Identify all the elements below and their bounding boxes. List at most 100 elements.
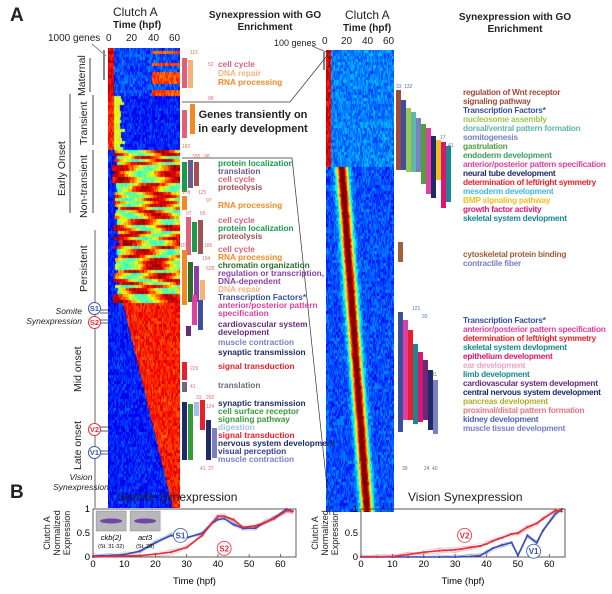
go-group-bar — [192, 295, 197, 325]
series-v2-point — [479, 544, 482, 548]
bar-count: 124 — [206, 404, 215, 410]
bar-count: 52 — [208, 62, 214, 68]
go-group-bar — [188, 60, 193, 88]
series-s2-point — [107, 555, 110, 558]
series-s2-point — [232, 518, 235, 521]
go-group-bar — [411, 112, 416, 172]
go-term-label: determination of left/right symmetry — [463, 333, 596, 343]
right-heatmap-xlabel: Time (hpf) — [343, 23, 392, 34]
go-term-label: cell cycle — [218, 215, 255, 225]
go-group-bar — [406, 108, 411, 172]
series-label: S2 — [219, 544, 229, 553]
go-group-bar — [188, 404, 193, 460]
x-tick-label: 40 — [213, 559, 224, 570]
go-group-bar — [421, 124, 426, 184]
series-s2-point — [291, 510, 294, 513]
go-group-bar — [446, 146, 451, 202]
go-term-label: specification — [218, 308, 269, 318]
series-v1-point — [491, 547, 494, 550]
tick: 60 — [169, 33, 181, 44]
go-term-label: skeletal system devlopment — [463, 213, 567, 223]
x-tick-label: 0 — [90, 559, 95, 570]
go-group-bar — [398, 242, 403, 262]
series-s2-point — [273, 517, 276, 520]
go-term-label: Transcription Factors* — [463, 105, 546, 115]
left-heatmap — [108, 48, 180, 508]
bar-count: 41 — [190, 384, 196, 390]
series-s1-point — [216, 518, 220, 521]
go-term-label: epithelium development — [463, 351, 553, 361]
series-v2-point — [554, 509, 557, 512]
series-v1-point — [422, 555, 425, 559]
x-tick-label: 20 — [418, 559, 429, 570]
go-term-label: nucleosome assembly — [463, 114, 547, 124]
y-tick-label: 1 — [353, 504, 358, 515]
go-term-label: anterior/posterior pattern specification — [463, 324, 606, 334]
marker-v2: V2 — [88, 423, 101, 436]
x-tick-label: 30 — [181, 559, 192, 570]
bar-count: 98 — [208, 96, 214, 102]
series-v1-point — [501, 543, 504, 547]
tick: 20 — [126, 33, 138, 44]
series-marker — [526, 543, 542, 559]
go-term-label: anterior/posterior pattern specification — [463, 159, 606, 169]
bar-count: 41 — [448, 143, 454, 149]
member-trace — [92, 512, 293, 558]
embryo-stain — [134, 518, 157, 524]
go-term-label: muscle contraction — [218, 337, 295, 347]
go-term-label: cardiovascular system — [218, 319, 308, 329]
tick: 0 — [106, 33, 112, 44]
go-group-bar — [401, 100, 406, 170]
bar-count: 39 — [402, 466, 408, 472]
series-s2-point — [123, 554, 126, 558]
bar-count: 182 — [182, 144, 191, 150]
go-term-label: dorsal/ventral pattern formation — [463, 123, 581, 133]
series-v2-point — [422, 551, 425, 554]
series-v1-point — [510, 541, 513, 544]
go-group-bar — [194, 162, 199, 186]
y-tick-label: 1 — [85, 504, 90, 515]
go-group-bar — [398, 312, 403, 432]
x-tick-label: 30 — [450, 559, 461, 570]
inset-gene-label: ckb(2) — [101, 533, 122, 542]
go-term-label: pancreas development — [463, 396, 548, 406]
series-s2-point — [223, 515, 226, 518]
member-trace — [360, 510, 562, 558]
bar-count: 40 — [432, 466, 438, 472]
go-group-bar — [194, 402, 199, 416]
series-v2-point — [485, 542, 488, 546]
marker-v1: V1 — [88, 446, 101, 459]
go-term-label: synaptic transmission — [218, 347, 306, 357]
x-tick-label: 10 — [119, 559, 130, 570]
series-v1-point — [541, 529, 545, 532]
go-group-bar — [413, 344, 418, 424]
series-s2-point — [241, 526, 245, 529]
bar-count: 335 — [192, 154, 201, 160]
right-heatmap — [326, 50, 394, 512]
y-tick-label: 0 — [85, 552, 90, 563]
go-group-bar — [396, 90, 401, 170]
series-s2-point — [138, 554, 141, 557]
series-v2-point — [510, 532, 513, 536]
bar-count: 121 — [412, 306, 421, 312]
go-term-label: muscle tissue development — [463, 423, 566, 433]
go-group-bar — [186, 326, 191, 336]
panel-b-label: B — [10, 482, 24, 503]
tick: 20 — [341, 36, 353, 47]
vision-plot-title: Vision Synexpression — [408, 490, 523, 504]
go-term-label: translation — [218, 166, 261, 176]
bar-count: 115 — [180, 243, 188, 249]
go-group-bar — [436, 140, 441, 180]
bar-count: 93 — [422, 314, 428, 320]
go-group-bar — [428, 370, 433, 430]
go-term-label: neural tube development — [463, 168, 556, 178]
go-group-bar — [426, 128, 431, 194]
go-term-label: DNA repair — [218, 68, 262, 78]
series-s1-point — [169, 534, 173, 537]
go-term-label: kidney development — [463, 414, 539, 424]
go-group-bar — [182, 382, 187, 392]
go-group-bar — [182, 196, 187, 210]
go-term-label: cell cycle — [218, 59, 255, 69]
series-v2-point — [359, 555, 363, 559]
